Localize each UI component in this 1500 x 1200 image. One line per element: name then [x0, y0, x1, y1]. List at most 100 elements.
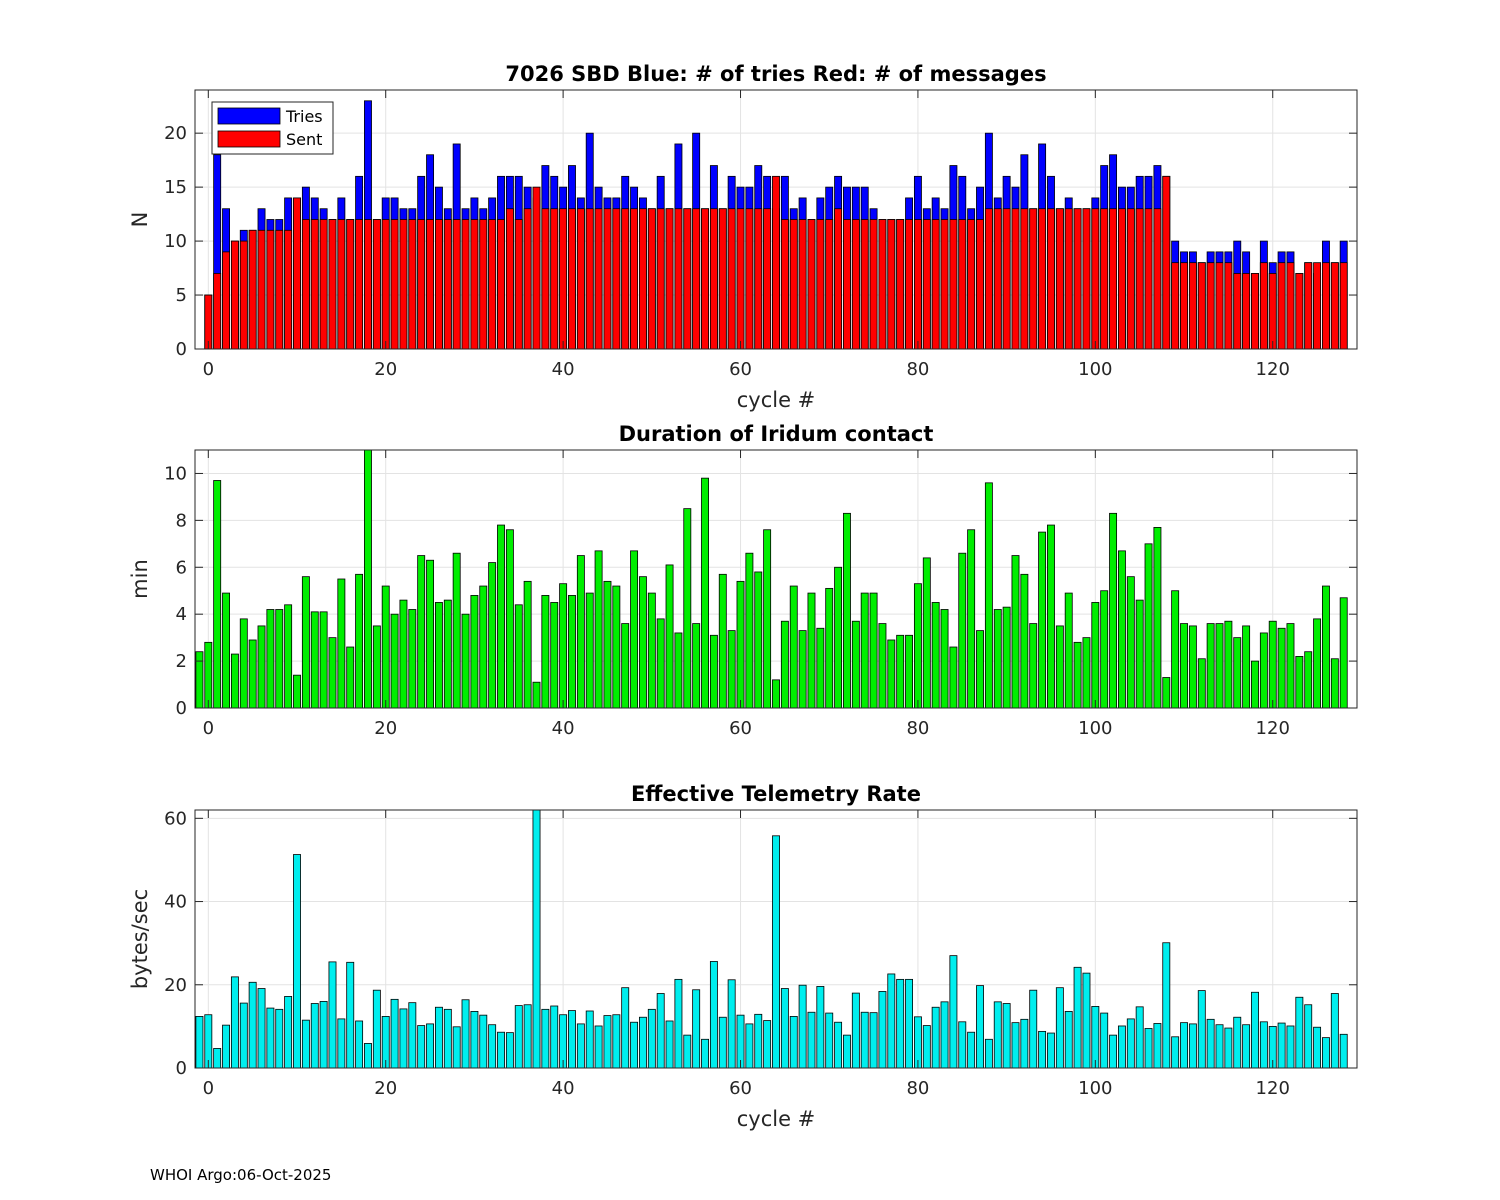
bar-sent — [213, 273, 222, 350]
bar-sent — [1047, 208, 1055, 350]
bar-sent — [967, 219, 976, 350]
bar-sent — [1286, 262, 1295, 350]
bar-bars — [896, 978, 905, 1069]
bar-sent — [949, 219, 958, 350]
bar-bars — [763, 1020, 772, 1069]
bar-bars — [683, 1034, 692, 1069]
bar-bars — [594, 550, 603, 709]
bar-bars — [1233, 1016, 1242, 1069]
bar-bars — [1091, 602, 1100, 709]
bar-bars — [647, 592, 656, 709]
bar-bars — [1313, 1026, 1322, 1069]
x-tick-label: 120 — [1256, 718, 1290, 739]
bar-sent — [612, 208, 621, 350]
bar-bars — [1082, 972, 1091, 1069]
bar-sent — [1029, 208, 1038, 350]
bar-sent — [656, 208, 665, 350]
bar-bars — [195, 651, 204, 709]
bar-sent — [1180, 262, 1188, 350]
y-tick-label: 2 — [176, 651, 187, 672]
bar-bars — [275, 1008, 284, 1069]
bar-bars — [843, 512, 851, 709]
bar-sent — [1233, 273, 1242, 350]
bar-bars — [958, 1021, 967, 1069]
bar-bars — [310, 1003, 319, 1069]
bar-sent — [488, 219, 497, 350]
bar-sent — [390, 219, 399, 350]
bar-bars — [1162, 677, 1171, 709]
bar-sent — [1117, 208, 1126, 350]
bar-bars — [470, 1011, 479, 1069]
bar-bars — [825, 1012, 834, 1069]
bar-bars — [656, 993, 665, 1069]
bar-bars — [1126, 576, 1135, 709]
x-tick-label: 80 — [906, 1078, 929, 1099]
bar-sent — [1251, 273, 1259, 350]
x-tick-label: 40 — [552, 718, 575, 739]
bar-bars — [576, 555, 585, 709]
bar-bars — [532, 681, 541, 709]
bar-bars — [709, 634, 718, 709]
bar-bars — [1295, 656, 1304, 709]
bar-sent — [434, 219, 443, 350]
legend-label-sent: Sent — [286, 130, 322, 149]
bar-bars — [514, 1005, 523, 1069]
bar-sent — [1313, 262, 1322, 350]
bar-bars — [505, 529, 514, 709]
bar-bars — [1082, 637, 1091, 709]
bar-sent — [976, 219, 984, 350]
bar-bars — [505, 1032, 514, 1069]
bar-bars — [1197, 658, 1206, 709]
bar-bars — [1233, 637, 1242, 709]
bar-bars — [532, 809, 541, 1069]
x-tick-label: 100 — [1078, 1078, 1112, 1099]
x-tick-label: 20 — [374, 1078, 397, 1099]
bar-bars — [1215, 623, 1224, 709]
bar-sent — [1073, 208, 1082, 350]
bar-bars — [860, 592, 869, 709]
bar-bars — [497, 524, 505, 709]
bar-bars — [355, 1020, 364, 1069]
bar-bars — [772, 679, 780, 709]
bar-bars — [1029, 989, 1038, 1069]
bar-sent — [1011, 208, 1020, 350]
bar-bars — [1020, 1018, 1029, 1069]
bar-sent — [736, 208, 745, 350]
bar-bars — [594, 1025, 603, 1069]
bar-sent — [417, 219, 426, 350]
bar-sent — [1295, 273, 1304, 350]
bar-bars — [1206, 623, 1215, 709]
bar-sent — [426, 219, 435, 350]
bar-bars — [1188, 1023, 1197, 1069]
bar-bars — [949, 646, 958, 709]
bar-bars — [851, 620, 860, 709]
bar-bars — [692, 989, 701, 1069]
y-tick-label: 15 — [164, 177, 187, 198]
bar-bars — [390, 613, 399, 709]
bar-sent — [399, 219, 408, 350]
x-axis-label: cycle # — [737, 388, 816, 412]
bar-sent — [772, 175, 780, 350]
bar-bars — [949, 955, 958, 1069]
bar-sent — [266, 229, 275, 350]
bar-sent — [576, 208, 585, 350]
bar-bars — [293, 854, 301, 1069]
bar-sent — [1064, 208, 1073, 350]
bar-sent — [1038, 208, 1047, 350]
bar-bars — [967, 1031, 976, 1069]
bar-bars — [284, 996, 293, 1069]
bar-sent — [1135, 208, 1144, 350]
bar-bars — [426, 559, 435, 709]
bar-bars — [222, 1024, 230, 1069]
bar-bars — [319, 1001, 328, 1069]
bar-sent — [550, 208, 559, 350]
bar-bars — [1330, 993, 1339, 1069]
bar-bars — [763, 529, 772, 709]
bar-bars — [541, 595, 550, 709]
bar-sent — [1268, 273, 1277, 350]
bar-sent — [248, 229, 257, 350]
bar-bars — [931, 602, 940, 709]
bar-bars — [807, 1011, 816, 1069]
bar-bars — [843, 1034, 851, 1069]
legend-swatch-tries — [217, 107, 281, 125]
